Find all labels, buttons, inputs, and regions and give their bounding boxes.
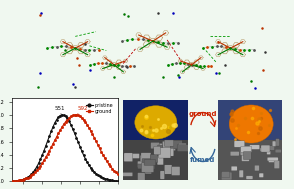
FancyBboxPatch shape	[239, 170, 243, 177]
FancyBboxPatch shape	[276, 139, 279, 146]
FancyBboxPatch shape	[267, 157, 278, 161]
FancyBboxPatch shape	[268, 157, 278, 162]
FancyBboxPatch shape	[259, 173, 263, 177]
FancyBboxPatch shape	[138, 164, 150, 169]
FancyBboxPatch shape	[124, 153, 133, 162]
FancyBboxPatch shape	[150, 154, 158, 163]
FancyBboxPatch shape	[138, 161, 150, 167]
FancyBboxPatch shape	[122, 172, 133, 176]
FancyBboxPatch shape	[274, 161, 280, 169]
Ellipse shape	[135, 106, 177, 139]
FancyBboxPatch shape	[261, 145, 270, 152]
FancyBboxPatch shape	[158, 148, 171, 158]
FancyBboxPatch shape	[145, 163, 152, 174]
FancyBboxPatch shape	[141, 163, 154, 172]
FancyBboxPatch shape	[230, 151, 239, 156]
FancyBboxPatch shape	[268, 146, 275, 150]
Text: fumed: fumed	[190, 157, 216, 163]
FancyBboxPatch shape	[158, 145, 163, 156]
FancyBboxPatch shape	[272, 141, 276, 146]
FancyBboxPatch shape	[140, 155, 149, 166]
FancyBboxPatch shape	[142, 159, 155, 169]
Text: 592: 592	[77, 106, 88, 115]
FancyBboxPatch shape	[151, 142, 159, 149]
FancyBboxPatch shape	[243, 151, 251, 160]
FancyBboxPatch shape	[231, 166, 237, 171]
FancyBboxPatch shape	[222, 172, 230, 178]
Legend: pristine, ground: pristine, ground	[84, 101, 115, 115]
Bar	[123, 140, 188, 180]
FancyBboxPatch shape	[267, 151, 270, 155]
FancyBboxPatch shape	[240, 146, 245, 154]
FancyBboxPatch shape	[156, 157, 163, 161]
FancyBboxPatch shape	[250, 145, 260, 149]
Text: 551: 551	[54, 106, 65, 115]
FancyBboxPatch shape	[241, 146, 252, 153]
FancyBboxPatch shape	[154, 146, 161, 155]
FancyBboxPatch shape	[170, 140, 182, 149]
FancyBboxPatch shape	[164, 165, 172, 174]
FancyBboxPatch shape	[125, 153, 139, 159]
FancyBboxPatch shape	[171, 167, 180, 176]
FancyBboxPatch shape	[275, 149, 281, 153]
FancyBboxPatch shape	[178, 143, 186, 147]
FancyBboxPatch shape	[246, 176, 253, 179]
FancyBboxPatch shape	[260, 148, 269, 152]
FancyBboxPatch shape	[160, 171, 165, 179]
FancyBboxPatch shape	[240, 150, 245, 155]
FancyBboxPatch shape	[144, 160, 156, 165]
FancyBboxPatch shape	[164, 140, 174, 146]
FancyBboxPatch shape	[166, 148, 174, 156]
FancyBboxPatch shape	[141, 153, 151, 164]
Bar	[123, 100, 188, 140]
Text: ground: ground	[189, 111, 217, 117]
FancyBboxPatch shape	[138, 173, 145, 180]
FancyBboxPatch shape	[255, 165, 259, 171]
FancyBboxPatch shape	[242, 154, 249, 161]
Bar	[218, 140, 282, 180]
FancyBboxPatch shape	[162, 141, 176, 151]
FancyBboxPatch shape	[156, 143, 162, 149]
FancyBboxPatch shape	[177, 145, 188, 152]
Bar	[218, 100, 282, 140]
FancyBboxPatch shape	[234, 141, 245, 147]
Ellipse shape	[229, 105, 273, 143]
FancyBboxPatch shape	[221, 172, 232, 180]
FancyBboxPatch shape	[155, 150, 162, 156]
FancyBboxPatch shape	[157, 156, 163, 165]
